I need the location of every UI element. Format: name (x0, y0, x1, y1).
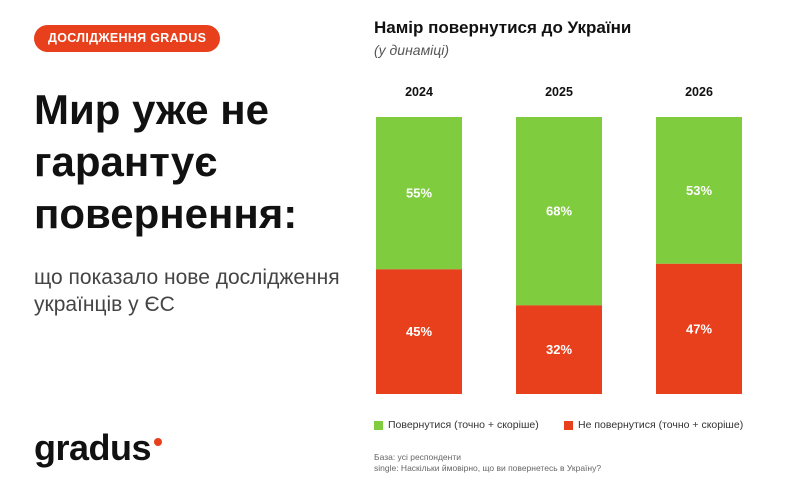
bar-segment-not-return-2025 (516, 305, 602, 394)
bar-segment-return-2024 (376, 117, 462, 270)
study-badge: ДОСЛІДЖЕННЯ GRADUS (34, 25, 221, 52)
subheadline: що показало нове дослідження українців у… (34, 266, 340, 316)
data-label-return-2026: 53% (686, 183, 712, 198)
gradus-logo: gradus (34, 427, 152, 468)
chart-subtitle: (у динаміці) (374, 42, 450, 58)
legend-swatch-return (374, 420, 383, 430)
data-label-not-return-2025: 32% (546, 342, 572, 357)
logo-dot-icon (154, 438, 162, 446)
year-label-2026: 2026 (685, 85, 713, 99)
bar-segment-not-return-2024 (376, 269, 462, 394)
bar-segment-not-return-2026 (656, 263, 742, 394)
bar-segment-return-2025 (516, 117, 602, 306)
bar-segment-return-2026 (656, 117, 742, 264)
footnote-base: База: усі респонденти (374, 452, 461, 462)
footnote-question: single: Наскільки ймовірно, що ви поверн… (374, 463, 602, 473)
legend-label-not-return: Не повернутися (точно + скоріше) (578, 419, 744, 431)
legend-label-return: Повернутися (точно + скоріше) (388, 419, 539, 431)
data-label-not-return-2024: 45% (406, 324, 432, 339)
stacked-bar-chart: 2024 55% 45% 2025 68% 32% 2026 53% 47% (376, 85, 742, 394)
chart-title: Намір повернутися до України (374, 18, 632, 37)
legend-item-return: Повернутися (точно + скоріше) (374, 418, 539, 432)
legend-swatch-not-return (564, 420, 573, 430)
data-label-return-2025: 68% (546, 204, 572, 219)
year-label-2024: 2024 (405, 85, 433, 99)
data-label-not-return-2026: 47% (686, 321, 712, 336)
headline: Мир уже не гарантує повернення: (34, 86, 298, 237)
year-label-2025: 2025 (545, 85, 573, 99)
legend-item-not-return: Не повернутися (точно + скоріше) (564, 418, 743, 432)
data-label-return-2024: 55% (406, 186, 432, 201)
